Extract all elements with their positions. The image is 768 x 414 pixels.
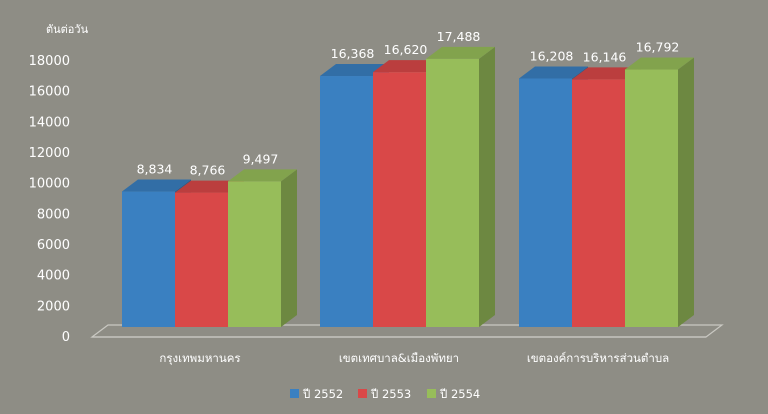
y-axis-unit-label: ตันต่อวัน: [46, 23, 89, 36]
bar-1-2: [426, 46, 495, 327]
legend-swatch: [290, 389, 299, 398]
data-label: 8,834: [137, 162, 173, 177]
bar-front: [572, 79, 625, 327]
bar-front: [320, 76, 373, 327]
data-label: 16,620: [384, 42, 428, 57]
y-tick-label: 16000: [29, 85, 70, 100]
bar-top: [122, 179, 191, 192]
bar-side: [678, 57, 694, 327]
y-axis: 0 2000 4000 6000 8000 10000 12000 14000 16000 180…: [29, 54, 70, 345]
x-category-label: เขตเทศบาล&เมืองพัทยา: [339, 351, 459, 365]
y-tick-label: 14000: [29, 115, 70, 130]
legend-label: ปี 2552: [302, 387, 343, 401]
y-tick-label: 8000: [37, 207, 70, 222]
x-category-label: เขตองค์การบริหารส่วนตำบล: [527, 351, 669, 365]
bar-top: [572, 67, 641, 80]
data-label: 16,368: [331, 46, 375, 61]
data-label: 16,146: [583, 49, 627, 64]
bar-0-2: [228, 169, 297, 327]
legend-label: ปี 2554: [439, 387, 480, 401]
legend-item: ปี 2553: [358, 387, 411, 401]
legend-label: ปี 2553: [370, 387, 411, 401]
y-tick-label: 18000: [29, 54, 70, 69]
data-label: 17,488: [437, 29, 481, 44]
legend: ปี 2552 ปี 2553 ปี 2554: [290, 387, 480, 401]
bar-top: [625, 57, 694, 70]
legend-swatch: [358, 389, 367, 398]
legend-item: ปี 2554: [427, 387, 480, 401]
data-label: 16,792: [636, 40, 680, 55]
y-tick-label: 0: [62, 330, 70, 345]
y-tick-label: 6000: [37, 238, 70, 253]
bar-top: [426, 46, 495, 59]
bar-front: [228, 181, 281, 327]
bar-series: [122, 46, 694, 328]
data-label: 16,208: [530, 48, 574, 63]
bar-top: [175, 180, 244, 193]
x-axis: กรุงเทพมหานคร เขตเทศบาล&เมืองพัทยา เขตองค์…: [159, 351, 669, 365]
y-tick-label: 12000: [29, 146, 70, 161]
bar-top: [373, 60, 442, 73]
bar-front: [373, 72, 426, 327]
bar-front: [519, 78, 572, 328]
bar-front: [625, 69, 678, 327]
bar-front: [426, 58, 479, 327]
data-labels: 8,834 16,368 16,208 8,766 16,620 16,146 9,497 1…: [137, 29, 680, 178]
bar-side: [281, 169, 297, 327]
bar-side: [479, 46, 495, 327]
chart-floor: [90, 324, 724, 338]
bar-top: [320, 64, 389, 77]
legend-item: ปี 2552: [290, 387, 343, 401]
data-label: 9,497: [243, 151, 279, 166]
bar-top: [519, 66, 588, 79]
bar-front: [122, 191, 175, 327]
bar-top: [228, 169, 297, 182]
y-tick-label: 10000: [29, 177, 70, 192]
bar-2-2: [625, 57, 694, 327]
y-tick-label: 2000: [37, 299, 70, 314]
legend-swatch: [427, 389, 436, 398]
data-label: 8,766: [190, 163, 226, 178]
y-tick-label: 4000: [37, 269, 70, 284]
x-category-label: กรุงเทพมหานคร: [159, 351, 240, 365]
bar-front: [175, 192, 228, 327]
